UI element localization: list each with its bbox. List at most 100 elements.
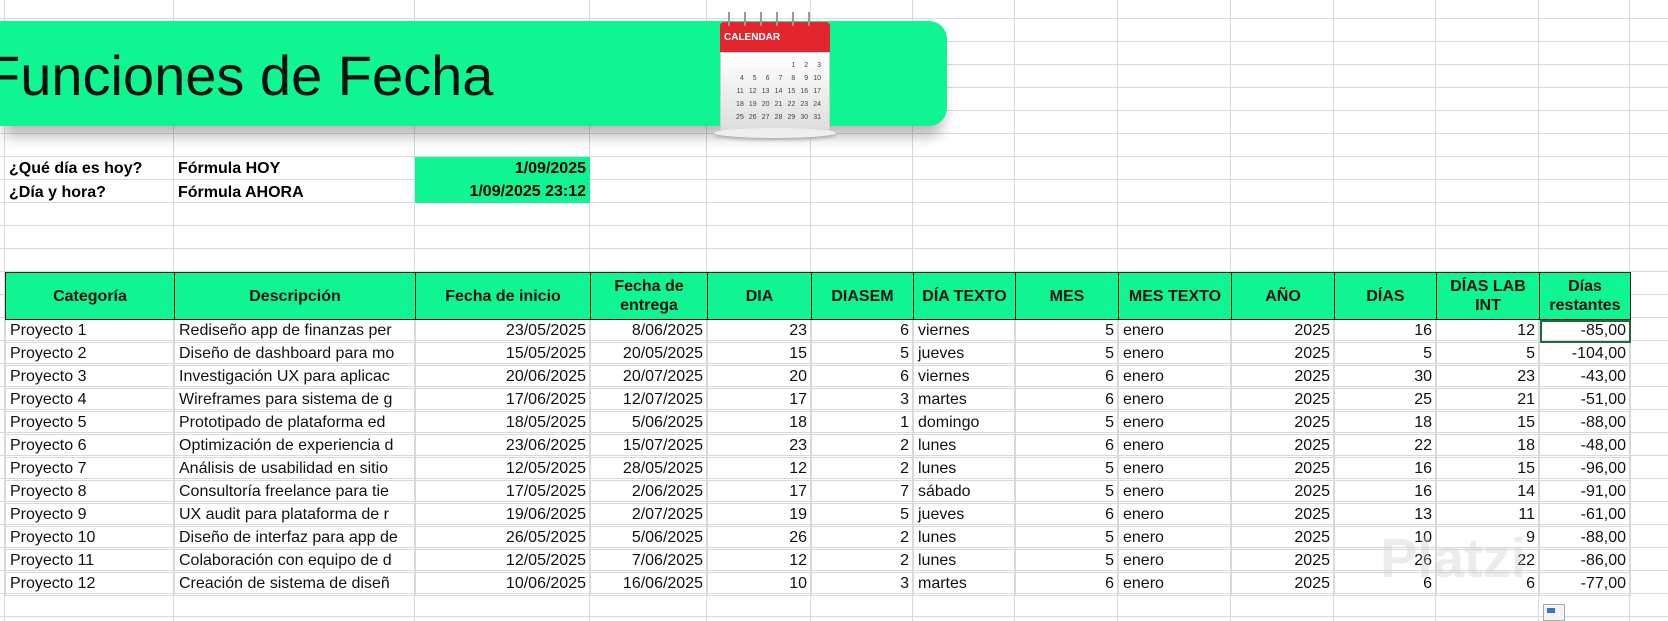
table-cell[interactable]: -85,00 <box>1539 319 1631 343</box>
table-cell[interactable]: 12/05/2025 <box>415 457 591 481</box>
column-header[interactable]: MES <box>1015 272 1119 320</box>
table-cell[interactable]: 2025 <box>1231 457 1335 481</box>
table-cell[interactable]: Proyecto 3 <box>5 365 175 389</box>
table-cell[interactable]: 12 <box>1436 319 1540 343</box>
table-cell[interactable]: 22 <box>1436 549 1540 573</box>
today-value-cell[interactable]: 1/09/2025 <box>415 157 590 180</box>
table-cell[interactable]: -104,00 <box>1539 342 1631 366</box>
table-cell[interactable]: 23 <box>707 434 812 458</box>
table-cell[interactable]: 25 <box>1334 388 1437 412</box>
table-cell[interactable]: martes <box>913 388 1016 412</box>
table-cell[interactable]: -77,00 <box>1539 572 1631 596</box>
table-cell[interactable]: 15/07/2025 <box>590 434 708 458</box>
table-cell[interactable]: -88,00 <box>1539 526 1631 550</box>
table-cell[interactable]: lunes <box>913 526 1016 550</box>
table-cell[interactable]: lunes <box>913 434 1016 458</box>
column-header[interactable]: Categoría <box>5 272 175 320</box>
table-cell[interactable]: 5 <box>1015 549 1119 573</box>
table-cell[interactable]: 18 <box>1334 411 1437 435</box>
table-cell[interactable]: 5/06/2025 <box>590 411 708 435</box>
table-cell[interactable]: 5 <box>1334 342 1437 366</box>
table-cell[interactable]: 5 <box>1015 342 1119 366</box>
table-cell[interactable]: 7 <box>811 480 914 504</box>
table-cell[interactable]: -48,00 <box>1539 434 1631 458</box>
table-cell[interactable]: 1 <box>811 411 914 435</box>
table-cell[interactable]: 2 <box>811 549 914 573</box>
table-cell[interactable]: 20/07/2025 <box>590 365 708 389</box>
table-cell[interactable]: 26 <box>707 526 812 550</box>
table-cell[interactable]: Proyecto 12 <box>5 572 175 596</box>
table-cell[interactable]: 5 <box>1015 480 1119 504</box>
table-cell[interactable]: 7/06/2025 <box>590 549 708 573</box>
table-cell[interactable]: 23 <box>707 319 812 343</box>
column-header[interactable]: DÍAS <box>1334 272 1437 320</box>
table-cell[interactable]: 6 <box>1436 572 1540 596</box>
table-cell[interactable]: Creación de sistema de diseñ <box>174 572 416 596</box>
table-cell[interactable]: 13 <box>1334 503 1437 527</box>
table-cell[interactable]: 2 <box>811 434 914 458</box>
table-cell[interactable]: 2025 <box>1231 549 1335 573</box>
table-cell[interactable]: Proyecto 10 <box>5 526 175 550</box>
table-cell[interactable]: 19/06/2025 <box>415 503 591 527</box>
table-cell[interactable]: -88,00 <box>1539 411 1631 435</box>
table-cell[interactable]: 26/05/2025 <box>415 526 591 550</box>
table-cell[interactable]: viernes <box>913 319 1016 343</box>
table-cell[interactable]: 15 <box>1436 457 1540 481</box>
table-cell[interactable]: 5 <box>1015 411 1119 435</box>
table-cell[interactable]: 5 <box>811 342 914 366</box>
table-cell[interactable]: -51,00 <box>1539 388 1631 412</box>
table-cell[interactable]: 2025 <box>1231 480 1335 504</box>
table-cell[interactable]: 2025 <box>1231 365 1335 389</box>
table-cell[interactable]: 6 <box>1015 572 1119 596</box>
table-cell[interactable]: 5 <box>1436 342 1540 366</box>
table-cell[interactable]: Colaboración con equipo de d <box>174 549 416 573</box>
table-cell[interactable]: 15 <box>1436 411 1540 435</box>
table-cell[interactable]: 6 <box>1015 388 1119 412</box>
table-cell[interactable]: Wireframes para sistema de g <box>174 388 416 412</box>
table-cell[interactable]: 3 <box>811 572 914 596</box>
column-header[interactable]: MES TEXTO <box>1118 272 1232 320</box>
table-cell[interactable]: -91,00 <box>1539 480 1631 504</box>
table-cell[interactable]: 11 <box>1436 503 1540 527</box>
table-cell[interactable]: 16/06/2025 <box>590 572 708 596</box>
table-cell[interactable]: 15 <box>707 342 812 366</box>
table-cell[interactable]: 5 <box>1015 526 1119 550</box>
table-cell[interactable]: -43,00 <box>1539 365 1631 389</box>
table-cell[interactable]: lunes <box>913 549 1016 573</box>
table-cell[interactable]: 2025 <box>1231 572 1335 596</box>
table-cell[interactable]: 2025 <box>1231 526 1335 550</box>
table-cell[interactable]: 5 <box>1015 457 1119 481</box>
table-cell[interactable]: 6 <box>811 365 914 389</box>
table-cell[interactable]: Proyecto 11 <box>5 549 175 573</box>
table-cell[interactable]: 28/05/2025 <box>590 457 708 481</box>
table-cell[interactable]: 17 <box>707 480 812 504</box>
table-cell[interactable]: 22 <box>1334 434 1437 458</box>
table-cell[interactable]: Proyecto 6 <box>5 434 175 458</box>
table-cell[interactable]: 2/07/2025 <box>590 503 708 527</box>
table-cell[interactable]: 30 <box>1334 365 1437 389</box>
table-cell[interactable]: 12/05/2025 <box>415 549 591 573</box>
table-cell[interactable]: Optimización de experiencia d <box>174 434 416 458</box>
table-cell[interactable]: 2025 <box>1231 342 1335 366</box>
table-cell[interactable]: Proyecto 4 <box>5 388 175 412</box>
table-cell[interactable]: 21 <box>1436 388 1540 412</box>
table-cell[interactable]: -96,00 <box>1539 457 1631 481</box>
now-value-cell[interactable]: 1/09/2025 23:12 <box>415 180 590 203</box>
table-cell[interactable]: Consultoría freelance para tie <box>174 480 416 504</box>
column-header[interactable]: Días restantes <box>1539 272 1631 320</box>
table-cell[interactable]: enero <box>1118 503 1232 527</box>
table-cell[interactable]: Proyecto 1 <box>5 319 175 343</box>
table-cell[interactable]: 17/06/2025 <box>415 388 591 412</box>
table-cell[interactable]: 6 <box>1015 503 1119 527</box>
table-cell[interactable]: 12/07/2025 <box>590 388 708 412</box>
table-cell[interactable]: enero <box>1118 434 1232 458</box>
table-cell[interactable]: Diseño de interfaz para app de <box>174 526 416 550</box>
table-cell[interactable]: Proyecto 9 <box>5 503 175 527</box>
table-cell[interactable]: enero <box>1118 319 1232 343</box>
table-cell[interactable]: 12 <box>707 457 812 481</box>
table-cell[interactable]: 2025 <box>1231 434 1335 458</box>
table-cell[interactable]: Prototipado de plataforma ed <box>174 411 416 435</box>
table-cell[interactable]: jueves <box>913 503 1016 527</box>
table-cell[interactable]: 23/06/2025 <box>415 434 591 458</box>
table-cell[interactable]: 18 <box>707 411 812 435</box>
